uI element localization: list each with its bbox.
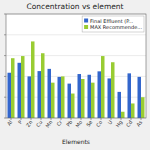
bar — [111, 62, 115, 118]
legend-label: Final Effluent (P... — [90, 18, 133, 24]
bar — [128, 73, 132, 118]
bar — [11, 58, 15, 118]
bar — [68, 84, 72, 118]
x-tick — [101, 118, 102, 120]
bar — [48, 69, 52, 118]
x-tick — [131, 118, 132, 120]
bar — [118, 92, 122, 118]
x-tick — [41, 118, 42, 120]
x-tick-label: Cr — [55, 118, 64, 127]
x-tick — [31, 118, 32, 120]
legend: Final Effluent (P...MAX Recommende... — [82, 16, 144, 32]
x-tick — [61, 118, 62, 120]
legend-swatch — [84, 19, 88, 23]
x-tick — [71, 118, 72, 120]
x-tick — [81, 118, 82, 120]
bar — [61, 76, 65, 118]
grid-line — [6, 34, 146, 35]
x-tick — [141, 118, 142, 120]
bar — [28, 76, 32, 118]
grid-line — [6, 76, 146, 77]
x-tick-label: Al — [6, 119, 14, 126]
bar — [51, 83, 55, 118]
bar — [18, 63, 22, 118]
bar — [78, 74, 82, 118]
bar — [81, 79, 85, 118]
bar — [41, 53, 45, 118]
bar — [141, 97, 145, 118]
bar — [98, 71, 102, 118]
bar — [91, 83, 95, 118]
bars — [8, 41, 145, 118]
bar — [101, 56, 105, 118]
x-tick-label: Hg — [114, 119, 124, 129]
x-tick-label: Se — [85, 119, 93, 128]
bar — [121, 112, 125, 118]
bar — [71, 94, 75, 118]
x-tick — [91, 118, 92, 120]
legend-label: MAX Recommende... — [90, 24, 142, 30]
x-tick-label: Cd — [125, 119, 134, 128]
x-tick — [121, 118, 122, 120]
bar — [138, 77, 142, 118]
bar — [88, 75, 92, 118]
plot-frame — [6, 14, 146, 118]
x-tick — [21, 118, 22, 120]
bar — [31, 41, 35, 118]
x-tick-label: P — [17, 119, 24, 125]
x-tick-label: Mo — [74, 119, 83, 128]
chart: Concentration vs element AlPZnCuMnCrPbMoS… — [0, 0, 150, 150]
x-tick-label: Mn — [44, 119, 53, 129]
chart-container: Concentration vs element AlPZnCuMnCrPbMoS… — [0, 0, 150, 150]
x-tick-label: As — [135, 119, 144, 128]
x-axis-label: Elements — [62, 138, 90, 145]
x-tick-label: Zn — [25, 119, 34, 128]
x-tick-label: U — [106, 119, 113, 126]
bar — [131, 103, 135, 118]
x-tick-label: Cu — [35, 119, 44, 128]
grid-line — [6, 55, 146, 56]
plot-background — [6, 14, 146, 118]
bar — [21, 56, 25, 118]
x-tick-label: Pb — [65, 119, 73, 128]
bar — [38, 71, 42, 118]
bar — [108, 78, 112, 118]
x-tick — [111, 118, 112, 120]
x-tick — [51, 118, 52, 120]
x-tick-label: Co — [95, 119, 104, 128]
bar — [58, 77, 62, 118]
grid-line — [6, 97, 146, 98]
legend-swatch — [84, 25, 88, 29]
x-tick — [11, 118, 12, 120]
legend-frame — [82, 16, 144, 32]
bar — [8, 73, 12, 118]
title: Concentration vs element — [26, 2, 123, 11]
